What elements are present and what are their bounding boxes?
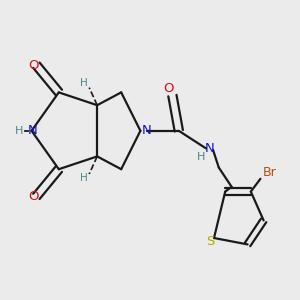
Text: H: H xyxy=(80,78,88,88)
Text: H: H xyxy=(15,126,24,136)
Text: O: O xyxy=(163,82,174,95)
Text: S: S xyxy=(206,236,214,248)
Text: N: N xyxy=(141,124,151,137)
Text: H: H xyxy=(197,152,206,162)
Text: N: N xyxy=(205,142,215,155)
Text: O: O xyxy=(28,190,39,203)
Text: N: N xyxy=(27,124,37,137)
Text: Br: Br xyxy=(263,166,277,179)
Text: O: O xyxy=(28,59,39,72)
Text: H: H xyxy=(80,173,88,183)
